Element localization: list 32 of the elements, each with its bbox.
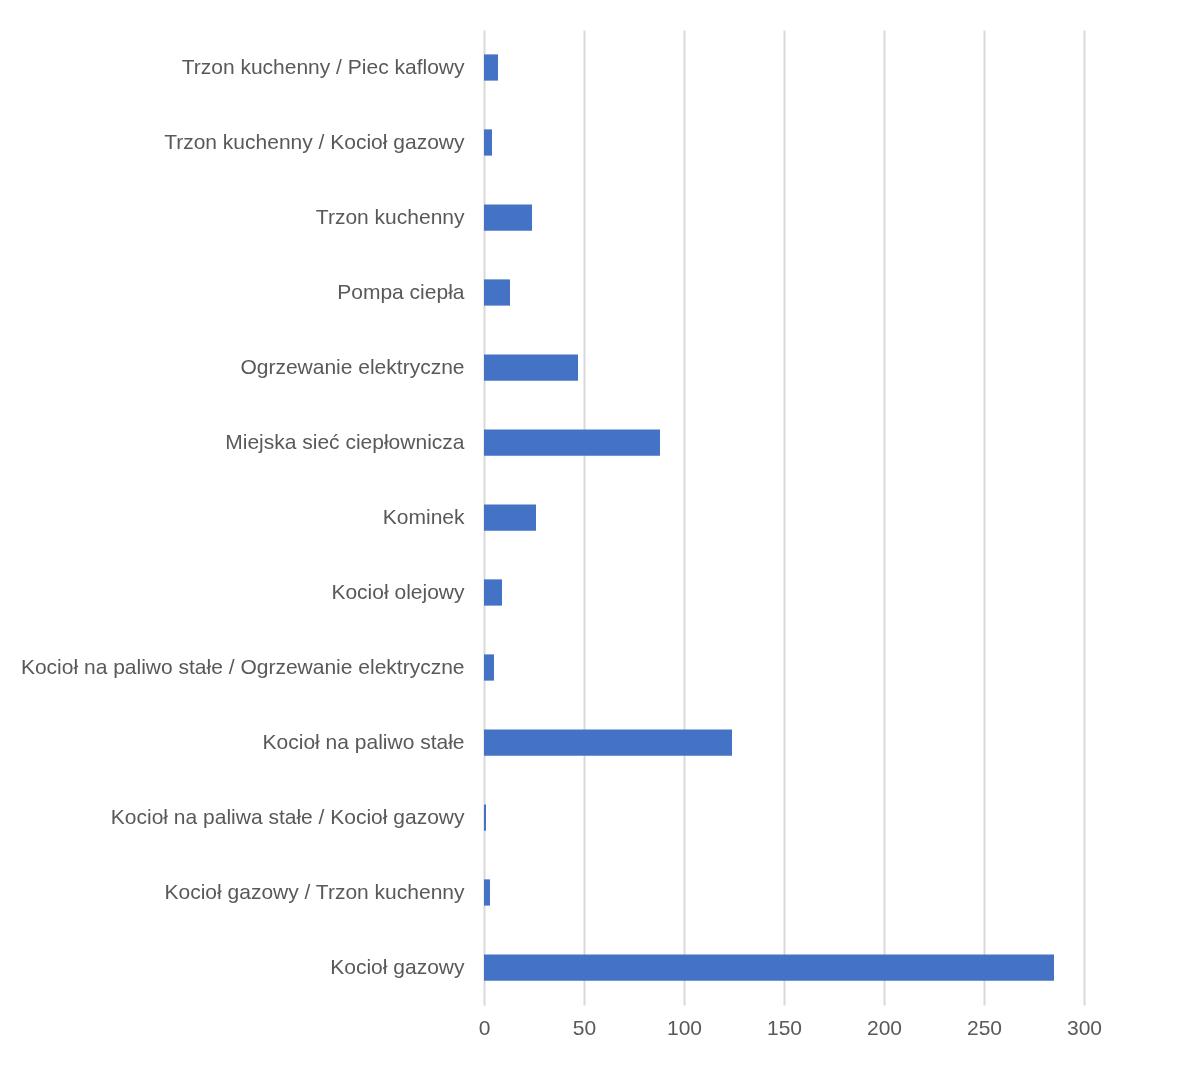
y-tick-label: Kocioł na paliwa stałe / Kocioł gazowy bbox=[110, 804, 465, 828]
y-tick-label: Trzon kuchenny / Kocioł gazowy bbox=[164, 129, 465, 153]
bar bbox=[484, 579, 502, 606]
bar bbox=[484, 504, 536, 531]
x-tick-label: 0 bbox=[478, 1015, 491, 1039]
bar bbox=[484, 54, 498, 81]
bar bbox=[484, 279, 510, 306]
bar bbox=[484, 729, 732, 756]
x-tick-label: 300 bbox=[1066, 1015, 1103, 1039]
x-tick-label: 100 bbox=[666, 1015, 703, 1039]
bar bbox=[484, 429, 660, 456]
x-tick-label: 50 bbox=[572, 1015, 597, 1039]
y-tick-label: Trzon kuchenny / Piec kaflowy bbox=[181, 54, 465, 78]
y-tick-label: Pompa ciepła bbox=[337, 279, 465, 303]
y-tick-label: Miejska sieć ciepłownicza bbox=[225, 429, 465, 453]
y-tick-label: Kocioł na paliwo stałe bbox=[262, 729, 465, 753]
bar bbox=[484, 954, 1054, 981]
bar bbox=[484, 204, 532, 231]
x-tick-label: 250 bbox=[966, 1015, 1003, 1039]
bar bbox=[484, 879, 490, 906]
y-tick-label: Ogrzewanie elektryczne bbox=[240, 354, 465, 378]
y-tick-label: Kocioł gazowy bbox=[330, 954, 465, 978]
bar bbox=[484, 354, 578, 381]
y-tick-label: Kocioł gazowy / Trzon kuchenny bbox=[164, 879, 465, 903]
y-tick-label: Trzon kuchenny bbox=[315, 204, 465, 228]
x-tick-label: 200 bbox=[866, 1015, 903, 1039]
x-tick-label: 150 bbox=[766, 1015, 803, 1039]
y-tick-label: Kominek bbox=[382, 504, 465, 528]
bar bbox=[484, 129, 492, 156]
bar bbox=[484, 654, 494, 681]
y-tick-label: Kocioł olejowy bbox=[331, 579, 465, 603]
y-tick-label: Kocioł na paliwo stałe / Ogrzewanie elektryczne bbox=[20, 654, 465, 678]
